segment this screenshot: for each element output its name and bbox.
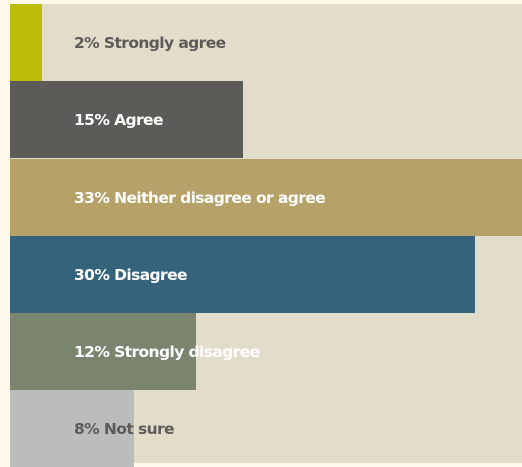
bar-label-agree: 15% Agree <box>74 110 163 129</box>
bar-agree <box>10 81 243 158</box>
bar-label-strongly-agree: 2% Strongly agree <box>74 33 226 52</box>
bar-neither-disagree-or-agree <box>10 159 522 236</box>
bar-label-neither-disagree-or-agree: 33% Neither disagree or agree <box>74 188 326 207</box>
bar-row-agree: 15% Agree <box>10 81 522 158</box>
bar-row-neither-disagree-or-agree: 33% Neither disagree or agree <box>10 159 522 236</box>
survey-bar-chart: 2% Strongly agree 15% Agree 33% Neither di… <box>10 4 522 467</box>
bar-row-strongly-disagree: 12% Strongly disagree <box>10 313 522 390</box>
bar-row-not-sure: 8% Not sure <box>10 390 522 467</box>
bar-label-not-sure: 8% Not sure <box>74 419 175 438</box>
bar-disagree <box>10 236 475 313</box>
bar-not-sure <box>10 390 134 467</box>
bar-label-strongly-disagree: 12% Strongly disagree <box>74 342 260 361</box>
bar-strongly-disagree <box>10 313 196 390</box>
bar-strongly-agree <box>10 4 42 81</box>
bar-row-strongly-agree: 2% Strongly agree <box>10 4 522 81</box>
bar-label-disagree: 30% Disagree <box>74 265 188 284</box>
bar-row-disagree: 30% Disagree <box>10 236 522 313</box>
